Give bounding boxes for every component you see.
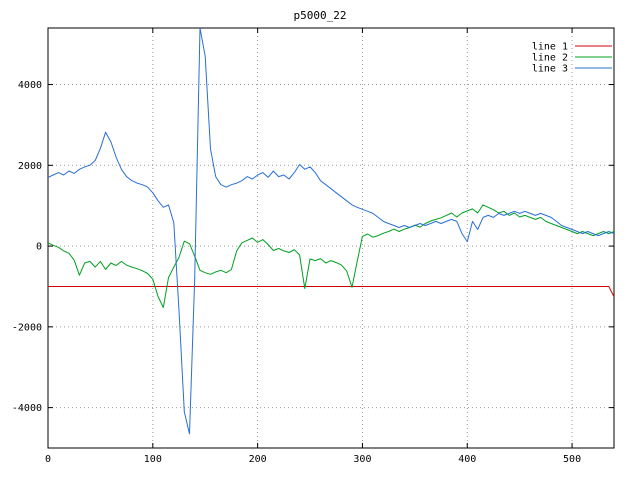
chart-title: p5000_22 [293,9,347,22]
x-tick-label: 500 [563,454,581,465]
y-tick-label: -4000 [12,403,42,414]
x-tick-label: 400 [458,454,476,465]
x-tick-label: 200 [249,454,267,465]
legend-label: line 1 [532,42,568,53]
series-line-3 [48,28,614,435]
series-line-1 [48,286,614,297]
y-tick-label: 0 [36,242,42,253]
x-tick-label: 0 [45,454,51,465]
x-tick-label: 100 [144,454,162,465]
legend-label: line 2 [532,53,568,64]
y-tick-label: -2000 [12,322,42,333]
series-line-2 [48,204,614,308]
x-tick-label: 300 [353,454,371,465]
legend-label: line 3 [532,64,568,75]
y-tick-label: 2000 [18,161,42,172]
y-tick-label: 4000 [18,80,42,91]
plot-border [47,27,615,449]
